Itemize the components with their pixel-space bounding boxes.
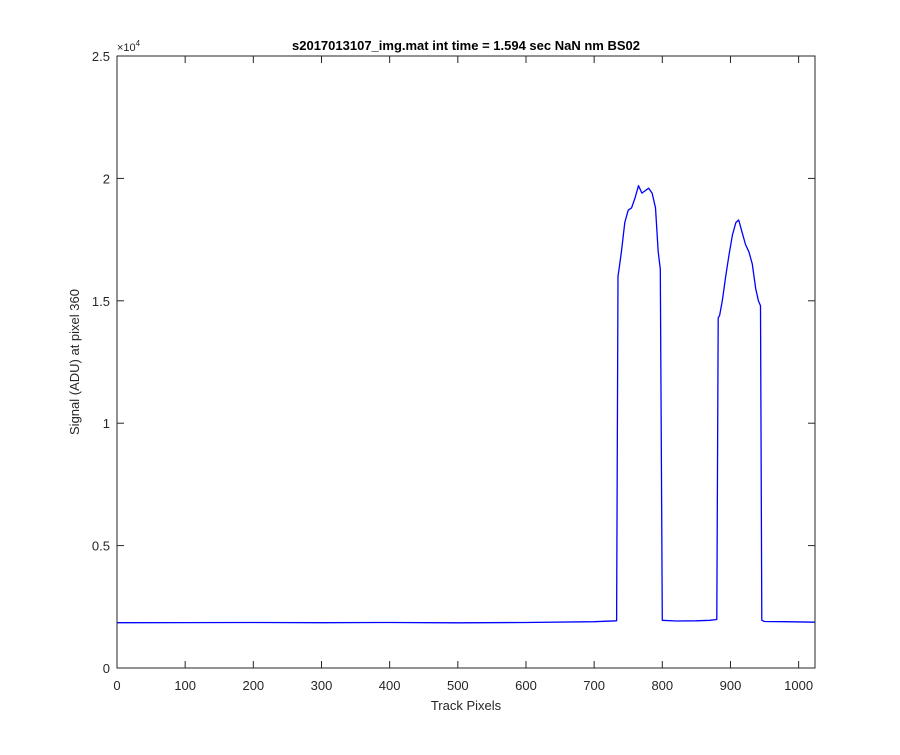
y-tick-label: 2.5 <box>92 49 110 64</box>
x-tick-label: 0 <box>113 678 120 693</box>
series-layer <box>116 185 816 624</box>
series-line <box>116 185 816 624</box>
y-tick-label: 1.5 <box>92 294 110 309</box>
x-tick-label: 200 <box>242 678 264 693</box>
y-exponent-label: ×104 <box>117 39 141 54</box>
ticks-layer: 0 100 200 300 400 500 600 700 800 900 1000 0 0.5 1 1.5… <box>92 49 815 693</box>
x-tick-label: 700 <box>583 678 605 693</box>
y-exponent-base: ×10 <box>117 42 136 54</box>
x-tick-label: 1000 <box>784 678 813 693</box>
plot-frame <box>116 55 816 669</box>
chart-title: s2017013107_img.mat int time = 1.594 sec… <box>292 38 640 53</box>
y-exponent-power: 4 <box>136 39 141 48</box>
y-tick-label: 2 <box>103 171 110 186</box>
x-tick-label: 800 <box>651 678 673 693</box>
y-tick-label: 0 <box>103 661 110 676</box>
y-tick-label: 1 <box>103 416 110 431</box>
plot-background <box>117 56 815 668</box>
y-tick-label: 0.5 <box>92 539 110 554</box>
x-tick-label: 300 <box>311 678 333 693</box>
x-tick-label: 500 <box>447 678 469 693</box>
x-tick-label: 400 <box>379 678 401 693</box>
x-tick-label: 100 <box>174 678 196 693</box>
y-axis-label: Signal (ADU) at pixel 360 <box>67 289 82 435</box>
x-tick-label: 600 <box>515 678 537 693</box>
x-tick-label: 900 <box>720 678 742 693</box>
x-axis-label: Track Pixels <box>431 698 502 713</box>
